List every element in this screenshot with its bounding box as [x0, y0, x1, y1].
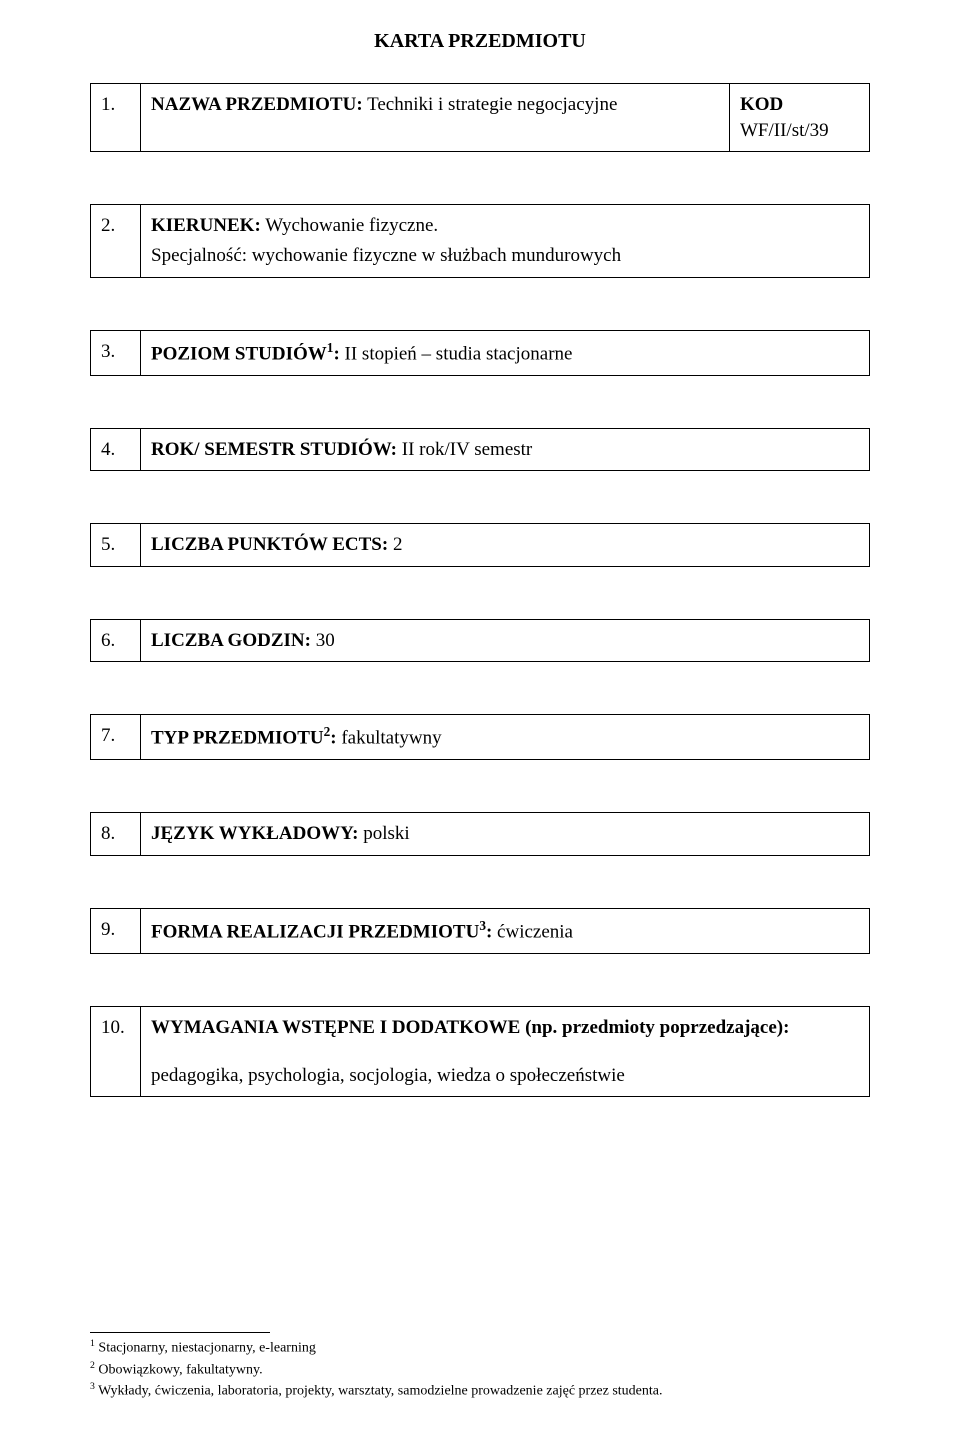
- row-9-label: FORMA REALIZACJI PRZEDMIOTU: [151, 921, 479, 942]
- row-7: 7. TYP PRZEDMIOTU2: fakultatywny: [90, 714, 870, 760]
- footnotes: 1 Stacjonarny, niestacjonarny, e-learnin…: [90, 1332, 870, 1402]
- row-5-content: LICZBA PUNKTÓW ECTS: 2: [141, 524, 870, 567]
- row-3-value: II stopień – studia stacjonarne: [345, 343, 573, 364]
- row-6-label: LICZBA GODZIN:: [151, 630, 311, 651]
- row-8: 8. JĘZYK WYKŁADOWY: polski: [90, 812, 870, 856]
- row-2-content: KIERUNEK: Wychowanie fizyczne. Specjalno…: [141, 205, 870, 277]
- spacer: [90, 856, 870, 908]
- row-10: 10. WYMAGANIA WSTĘPNE I DODATKOWE (np. p…: [90, 1006, 870, 1097]
- row-8-label: JĘZYK WYKŁADOWY:: [151, 823, 358, 844]
- footnote-3-text: Wykłady, ćwiczenia, laboratoria, projekt…: [98, 1384, 662, 1399]
- kod-value: WF/II/st/39: [740, 118, 859, 144]
- row-6: 6. LICZBA GODZIN: 30: [90, 619, 870, 663]
- spacer: [90, 567, 870, 619]
- row-4-content: ROK/ SEMESTR STUDIÓW: II rok/IV semestr: [141, 428, 870, 471]
- row-9-content: FORMA REALIZACJI PRZEDMIOTU3: ćwiczenia: [141, 909, 870, 954]
- footnote-2-num: 2: [90, 1360, 95, 1371]
- row-4-number: 4.: [91, 428, 141, 471]
- row-7-label: TYP PRZEDMIOTU: [151, 728, 324, 749]
- row-9: 9. FORMA REALIZACJI PRZEDMIOTU3: ćwiczen…: [90, 908, 870, 954]
- row-5: 5. LICZBA PUNKTÓW ECTS: 2: [90, 523, 870, 567]
- footnote-1-num: 1: [90, 1338, 95, 1349]
- row-1-kod: KOD WF/II/st/39: [730, 84, 870, 152]
- row-10-content: WYMAGANIA WSTĘPNE I DODATKOWE (np. przed…: [141, 1007, 870, 1097]
- row-1-number: 1.: [91, 84, 141, 152]
- row-7-after: :: [330, 728, 336, 749]
- row-2: 2. KIERUNEK: Wychowanie fizyczne. Specja…: [90, 204, 870, 277]
- row-6-content: LICZBA GODZIN: 30: [141, 619, 870, 662]
- spacer: [90, 376, 870, 428]
- spacer: [90, 760, 870, 812]
- row-3: 3. POZIOM STUDIÓW1: II stopień – studia …: [90, 330, 870, 376]
- row-7-content: TYP PRZEDMIOTU2: fakultatywny: [141, 715, 870, 760]
- row-1-content: NAZWA PRZEDMIOTU: Techniki i strategie n…: [141, 84, 730, 152]
- footnote-2: 2 Obowiązkowy, fakultatywny.: [90, 1359, 870, 1381]
- row-1-label: NAZWA PRZEDMIOTU:: [151, 94, 363, 115]
- footnote-rule: [90, 1332, 270, 1333]
- row-8-number: 8.: [91, 813, 141, 856]
- row-1-value: Techniki i strategie negocjacyjne: [367, 94, 617, 115]
- row-7-number: 7.: [91, 715, 141, 760]
- footnote-1: 1 Stacjonarny, niestacjonarny, e-learnin…: [90, 1337, 870, 1359]
- row-4-value: II rok/IV semestr: [402, 439, 533, 460]
- row-2-label: KIERUNEK:: [151, 215, 261, 236]
- row-10-label: WYMAGANIA WSTĘPNE I DODATKOWE (np. przed…: [151, 1017, 789, 1038]
- document-title: KARTA PRZEDMIOTU: [90, 30, 870, 53]
- row-2-number: 2.: [91, 205, 141, 277]
- kod-label: KOD: [740, 92, 859, 118]
- spacer: [90, 278, 870, 330]
- row-9-after: :: [486, 921, 492, 942]
- spacer: [90, 471, 870, 523]
- row-9-sup: 3: [479, 918, 486, 933]
- row-6-value: 30: [316, 630, 335, 651]
- row-3-after: :: [333, 343, 339, 364]
- row-5-value: 2: [393, 534, 403, 555]
- row-3-number: 3.: [91, 330, 141, 375]
- footnote-1-text: Stacjonarny, niestacjonarny, e-learning: [98, 1341, 315, 1356]
- row-1: 1. NAZWA PRZEDMIOTU: Techniki i strategi…: [90, 83, 870, 152]
- row-8-value: polski: [363, 823, 409, 844]
- spacer: [90, 954, 870, 1006]
- row-10-value: pedagogika, psychologia, socjologia, wie…: [151, 1063, 859, 1089]
- row-7-value: fakultatywny: [341, 728, 441, 749]
- row-4: 4. ROK/ SEMESTR STUDIÓW: II rok/IV semes…: [90, 428, 870, 472]
- footnote-2-text: Obowiązkowy, fakultatywny.: [98, 1363, 262, 1378]
- row-2-subline: Specjalność: wychowanie fizyczne w służb…: [151, 243, 859, 269]
- row-3-label: POZIOM STUDIÓW: [151, 343, 327, 364]
- row-5-label: LICZBA PUNKTÓW ECTS:: [151, 534, 388, 555]
- row-4-label: ROK/ SEMESTR STUDIÓW:: [151, 439, 397, 460]
- row-3-content: POZIOM STUDIÓW1: II stopień – studia sta…: [141, 330, 870, 375]
- row-2-value: Wychowanie fizyczne.: [265, 215, 438, 236]
- row-10-number: 10.: [91, 1007, 141, 1097]
- row-9-number: 9.: [91, 909, 141, 954]
- row-5-number: 5.: [91, 524, 141, 567]
- row-9-value: ćwiczenia: [497, 921, 573, 942]
- spacer: [90, 662, 870, 714]
- page: KARTA PRZEDMIOTU 1. NAZWA PRZEDMIOTU: Te…: [0, 0, 960, 1432]
- row-8-content: JĘZYK WYKŁADOWY: polski: [141, 813, 870, 856]
- row-6-number: 6.: [91, 619, 141, 662]
- spacer: [90, 152, 870, 204]
- footnote-3: 3 Wykłady, ćwiczenia, laboratoria, proje…: [90, 1380, 870, 1402]
- footnote-3-num: 3: [90, 1381, 95, 1392]
